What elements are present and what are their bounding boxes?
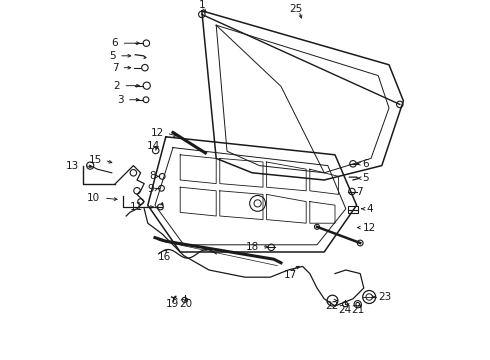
- Text: 16: 16: [157, 252, 171, 262]
- Text: 5: 5: [109, 51, 116, 61]
- Text: 21: 21: [351, 305, 364, 315]
- Text: 9: 9: [147, 184, 154, 194]
- Text: 15: 15: [89, 155, 102, 165]
- Text: 17: 17: [283, 270, 296, 280]
- Text: 6: 6: [363, 159, 369, 169]
- Text: 13: 13: [66, 161, 79, 171]
- Text: 11: 11: [129, 202, 143, 212]
- Text: 14: 14: [147, 141, 160, 151]
- Text: 25: 25: [289, 4, 302, 14]
- Text: 19: 19: [166, 299, 179, 309]
- Text: 24: 24: [339, 305, 352, 315]
- Text: 18: 18: [245, 242, 259, 252]
- Text: 5: 5: [363, 173, 369, 183]
- Text: 10: 10: [87, 193, 100, 203]
- Text: 23: 23: [378, 292, 392, 302]
- Text: 7: 7: [112, 63, 118, 73]
- Text: 3: 3: [117, 95, 123, 105]
- Text: 12: 12: [151, 128, 164, 138]
- Text: 20: 20: [179, 299, 192, 309]
- Text: 22: 22: [325, 301, 338, 311]
- Text: 7: 7: [357, 187, 363, 197]
- Text: 2: 2: [114, 81, 120, 91]
- Text: 12: 12: [363, 222, 376, 233]
- Text: 1: 1: [198, 0, 205, 10]
- Bar: [347, 206, 358, 213]
- Text: 6: 6: [112, 38, 118, 48]
- Text: 4: 4: [366, 204, 372, 214]
- Text: 8: 8: [149, 171, 156, 181]
